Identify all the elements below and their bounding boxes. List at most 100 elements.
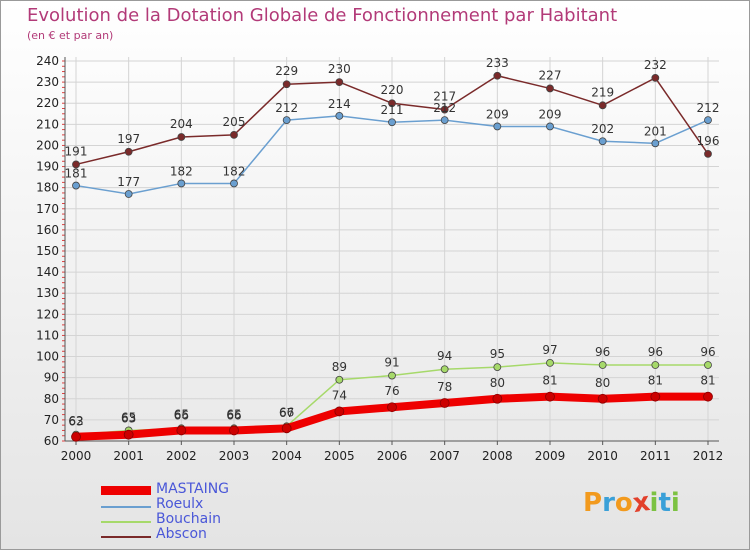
data-point-bouchain (493, 363, 502, 372)
proxiti-logo: Proxiti (583, 487, 680, 519)
data-point-mastaing (492, 393, 503, 404)
data-label-bouchain: 95 (490, 347, 505, 361)
y-tick-label: 210 (36, 117, 59, 131)
logo-letter: P (583, 488, 603, 518)
data-label-bouchain: 96 (648, 345, 663, 359)
y-tick-label: 200 (36, 138, 59, 152)
data-point-bouchain (598, 361, 607, 369)
data-point-bouchain (704, 361, 712, 369)
data-label-abscon: 229 (275, 64, 298, 78)
data-point-abscon (282, 80, 291, 89)
data-point-abscon (546, 84, 554, 93)
data-label-roeulx: 181 (65, 167, 88, 181)
data-label-mastaing: 63 (121, 412, 136, 426)
data-label-bouchain: 89 (332, 360, 347, 374)
y-tick-label: 140 (36, 265, 59, 279)
data-point-roeulx (124, 190, 133, 198)
data-point-roeulx (282, 116, 291, 125)
data-point-bouchain (440, 365, 449, 374)
data-point-abscon (230, 130, 238, 139)
y-tick-label: 230 (36, 75, 59, 89)
data-label-mastaing: 81 (700, 374, 715, 388)
data-point-roeulx (335, 111, 344, 120)
data-label-abscon: 217 (433, 90, 456, 104)
data-label-mastaing: 65 (174, 407, 189, 421)
data-label-roeulx: 177 (117, 175, 140, 189)
data-point-mastaing (703, 391, 713, 402)
data-label-mastaing: 81 (542, 374, 557, 388)
data-label-roeulx: 212 (433, 101, 456, 115)
data-label-bouchain: 91 (384, 356, 399, 370)
data-point-roeulx (598, 137, 607, 146)
data-point-abscon (651, 73, 660, 82)
data-point-roeulx (177, 179, 186, 188)
data-label-abscon: 196 (697, 134, 720, 148)
y-tick-label: 170 (36, 202, 59, 216)
data-label-roeulx: 209 (539, 107, 562, 121)
data-label-roeulx: 202 (591, 122, 614, 136)
x-tick-label: 2006 (377, 449, 408, 463)
data-label-bouchain: 96 (595, 345, 610, 359)
x-tick-label: 2005 (324, 449, 355, 463)
data-label-mastaing: 66 (279, 405, 294, 419)
data-point-mastaing (176, 425, 187, 436)
y-tick-label: 70 (44, 413, 59, 427)
data-label-bouchain: 96 (700, 345, 715, 359)
y-tick-label: 80 (44, 392, 59, 406)
y-tick-label: 220 (36, 96, 59, 110)
data-point-abscon (598, 101, 607, 110)
data-point-abscon (335, 78, 344, 87)
data-point-abscon (493, 71, 502, 80)
data-point-roeulx (230, 179, 238, 188)
x-tick-label: 2010 (587, 449, 618, 463)
data-label-abscon: 205 (223, 115, 246, 129)
data-label-bouchain: 97 (542, 343, 557, 357)
legend-swatch (101, 536, 151, 538)
data-point-bouchain (388, 371, 396, 380)
data-label-roeulx: 201 (644, 124, 667, 138)
legend-label: Roeulx (156, 496, 204, 512)
data-point-mastaing (650, 391, 661, 402)
data-point-bouchain (335, 375, 344, 384)
data-point-roeulx (72, 181, 80, 190)
data-label-mastaing: 74 (332, 388, 347, 402)
data-point-roeulx (546, 122, 554, 131)
data-label-abscon: 220 (381, 83, 404, 97)
data-label-bouchain: 66 (226, 408, 241, 422)
data-label-roeulx: 211 (381, 103, 404, 117)
y-tick-label: 130 (36, 286, 59, 300)
legend-swatch (101, 486, 151, 495)
data-label-mastaing: 62 (68, 414, 83, 428)
x-tick-label: 2008 (482, 449, 513, 463)
data-point-mastaing (439, 398, 450, 408)
x-tick-label: 2009 (535, 449, 566, 463)
legend-label: Abscon (156, 526, 207, 542)
data-label-roeulx: 182 (223, 164, 246, 178)
data-label-abscon: 191 (65, 144, 88, 158)
chart-subtitle: (en € et par an) (27, 29, 114, 42)
data-point-mastaing (387, 402, 397, 413)
x-tick-label: 2012 (693, 449, 724, 463)
y-tick-label: 100 (36, 350, 59, 364)
y-tick-label: 180 (36, 181, 59, 195)
data-point-mastaing (545, 391, 555, 402)
data-point-mastaing (123, 429, 134, 440)
x-tick-label: 2002 (166, 449, 197, 463)
data-label-abscon: 204 (170, 117, 193, 131)
data-label-mastaing: 80 (490, 376, 505, 390)
data-label-mastaing: 65 (226, 407, 241, 421)
data-label-mastaing: 76 (384, 384, 399, 398)
data-label-roeulx: 209 (486, 107, 509, 121)
data-point-mastaing (334, 406, 345, 417)
x-tick-label: 2000 (61, 449, 92, 463)
data-label-abscon: 219 (591, 85, 614, 99)
data-label-abscon: 197 (117, 132, 140, 146)
data-label-mastaing: 81 (648, 374, 663, 388)
logo-letter: o (614, 488, 633, 518)
data-label-abscon: 233 (486, 56, 509, 70)
data-point-roeulx (440, 116, 449, 125)
logo-letter: t (658, 488, 671, 518)
data-point-bouchain (546, 358, 554, 367)
logo-letter: i (649, 488, 659, 518)
legend-swatch (101, 506, 151, 508)
